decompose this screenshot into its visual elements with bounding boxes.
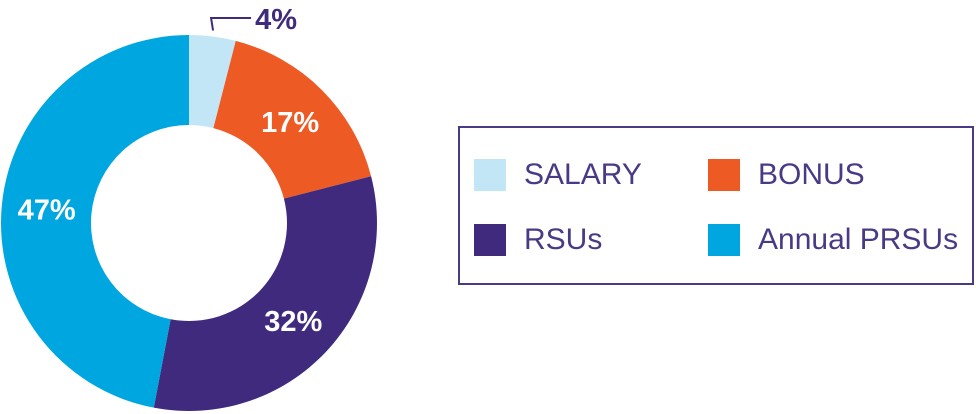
legend-swatch-annual-prsus xyxy=(708,224,740,256)
slice-rsus xyxy=(153,176,377,411)
callout-line-salary xyxy=(209,17,252,31)
slice-salary xyxy=(189,35,236,129)
legend-label-bonus: BONUS xyxy=(758,158,865,191)
legend-item-bonus: BONUS xyxy=(708,158,865,192)
data-label-rsus: 32% xyxy=(264,306,322,338)
data-label-annual-prsus: 47% xyxy=(18,195,76,227)
data-label-salary: 4% xyxy=(255,4,297,36)
legend-item-annual-prsus: Annual PRSUs xyxy=(708,223,958,257)
legend: SALARY BONUS RSUs Annual PRSUs xyxy=(458,126,974,285)
slice-annual-prsus xyxy=(0,35,189,408)
legend-label-rsus: RSUs xyxy=(524,223,603,256)
legend-swatch-rsus xyxy=(474,224,506,256)
legend-item-salary: SALARY xyxy=(474,158,642,192)
data-label-bonus: 17% xyxy=(261,107,319,139)
legend-swatch-salary xyxy=(474,159,506,191)
legend-label-salary: SALARY xyxy=(524,158,642,191)
legend-swatch-bonus xyxy=(708,159,740,191)
donut-chart: 4% 17% 32% 47% xyxy=(0,4,377,411)
legend-label-annual-prsus: Annual PRSUs xyxy=(758,223,959,256)
legend-item-rsus: RSUs xyxy=(474,223,602,257)
slice-bonus xyxy=(213,40,372,199)
